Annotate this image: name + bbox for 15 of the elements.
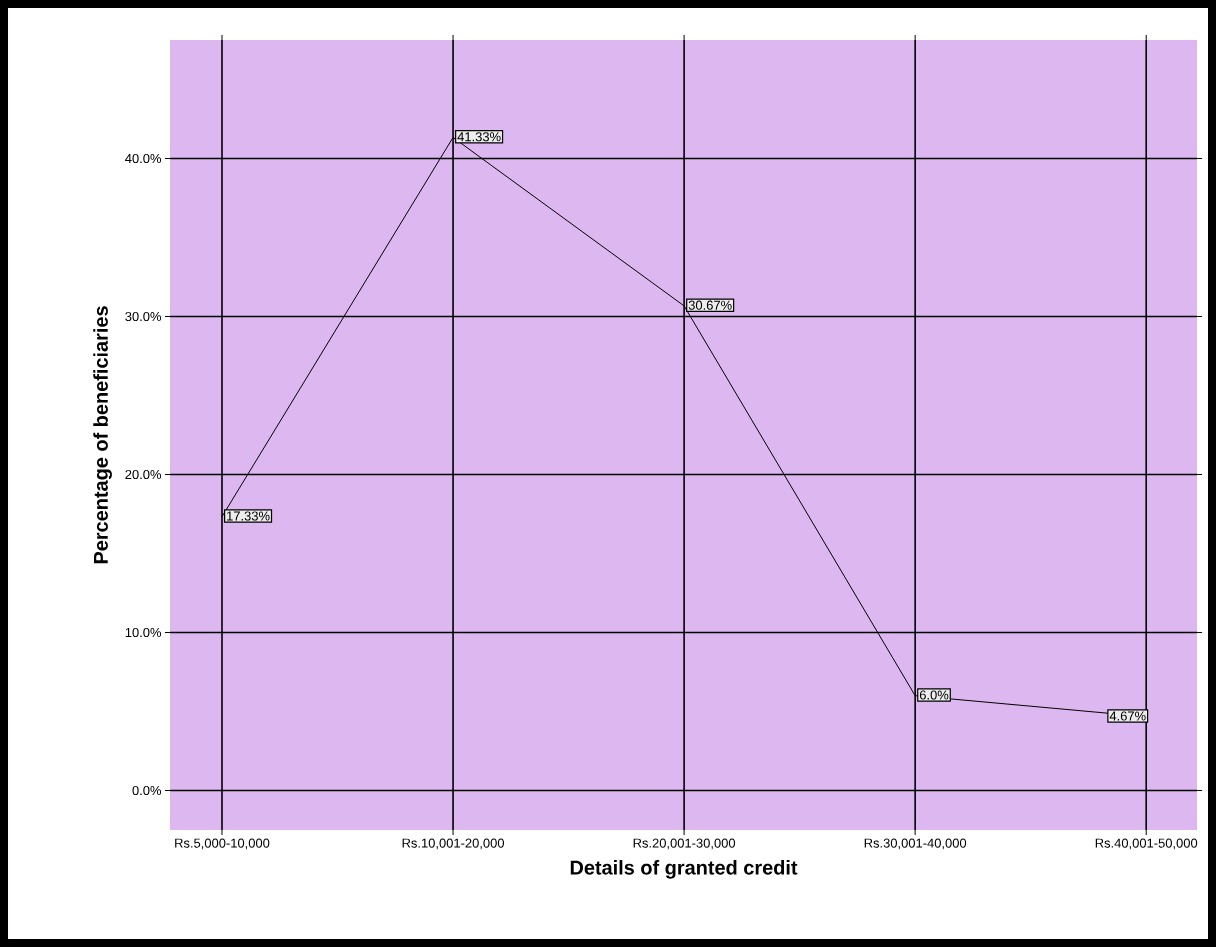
y-tick-label: 40.0%	[125, 153, 162, 164]
x-tick-label: Rs.20,001-30,000	[633, 838, 736, 850]
data-label: 41.33%	[457, 132, 501, 142]
y-axis-title: Percentage of beneficiaries	[93, 306, 112, 564]
y-tick-label: 0.0%	[132, 785, 162, 796]
data-label: 17.33%	[227, 511, 270, 521]
x-tick-label: Rs.30,001-40,000	[864, 838, 967, 850]
x-tick-label: Rs.10,001-20,000	[402, 838, 505, 850]
y-tick-label: 20.0%	[125, 469, 162, 480]
x-axis-title: Details of granted credit	[570, 860, 798, 879]
y-tick-label: 10.0%	[125, 627, 162, 638]
y-tick-label: 30.0%	[125, 311, 162, 322]
data-label: 30.67%	[688, 300, 732, 310]
x-tick-label: Rs.40,001-50,000	[1095, 838, 1198, 850]
x-tick-label: Rs.5,000-10,000	[175, 838, 270, 850]
